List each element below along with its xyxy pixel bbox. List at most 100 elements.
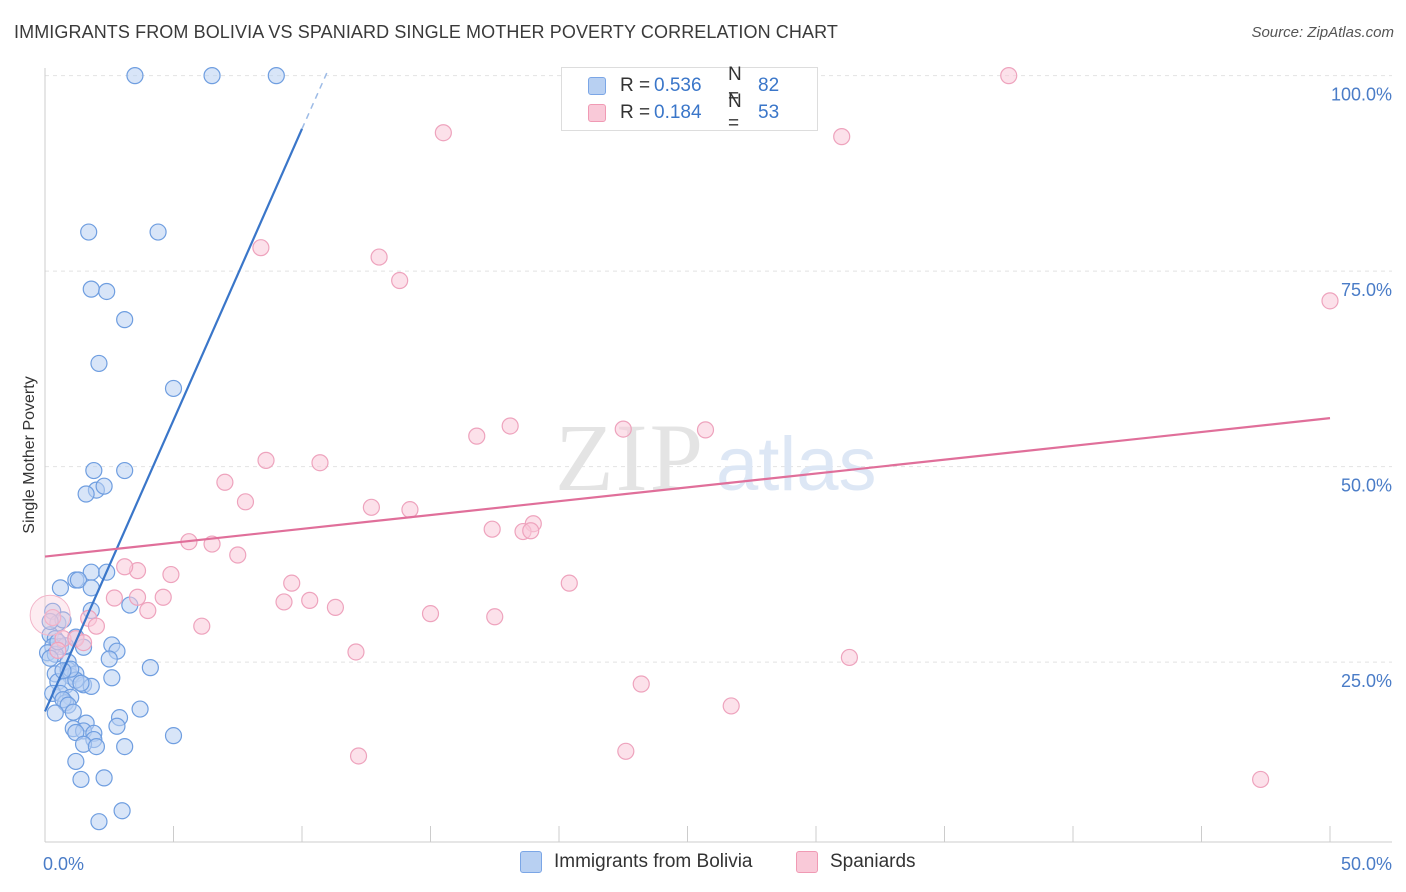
legend-swatch-blue (588, 77, 606, 95)
point-spaniards (49, 641, 67, 660)
point-bolivia (131, 700, 149, 718)
point-bolivia (113, 802, 131, 820)
trend-lines (43, 70, 1331, 712)
point-spaniards (128, 588, 147, 606)
y-tick-label: 25.0% (1341, 671, 1392, 691)
point-spaniards (840, 648, 859, 667)
point-spaniards (216, 473, 234, 491)
point-bolivia (164, 379, 183, 398)
point-spaniards (1000, 67, 1018, 85)
point-bolivia (77, 485, 95, 503)
point-spaniards (617, 742, 635, 760)
point-spaniards (362, 498, 380, 516)
point-spaniards (193, 617, 211, 635)
y-tick-labels: 25.0% 50.0% 75.0% 100.0% (1331, 85, 1392, 692)
trend-line-spaniards (44, 417, 1331, 558)
x-tick-label: 0.0% (43, 854, 84, 874)
trend-line-bolivia (43, 128, 304, 712)
point-spaniards (1252, 770, 1270, 789)
n-label: N = (728, 64, 742, 107)
point-spaniards (236, 493, 255, 511)
legend-item-spaniards[interactable]: Spaniards (796, 851, 916, 873)
point-bolivia (72, 674, 90, 692)
point-bolivia (82, 280, 100, 298)
point-bolivia (69, 571, 88, 589)
watermark: ZIP atlas (555, 404, 877, 511)
point-spaniards (833, 128, 851, 146)
legend-item-bolivia[interactable]: Immigrants from Bolivia (520, 851, 753, 873)
point-spaniards (139, 601, 157, 620)
point-bolivia (126, 67, 144, 85)
y-tick-label: 75.0% (1341, 280, 1392, 300)
point-spaniards (434, 124, 452, 142)
series-spaniards-points (29, 67, 1339, 789)
r-value: 0.536 (654, 75, 702, 96)
legend-swatch-pink (796, 851, 818, 873)
point-spaniards (401, 501, 419, 519)
point-spaniards (560, 574, 578, 592)
legend-swatch-blue (520, 851, 542, 873)
series-legend: Immigrants from Bolivia Spaniards (0, 851, 1406, 877)
point-spaniards (154, 588, 172, 606)
r-label: R = (620, 102, 651, 123)
y-tick-label: 50.0% (1341, 476, 1392, 496)
point-spaniards (349, 747, 368, 765)
watermark-zip: ZIP (555, 404, 705, 511)
n-value: 82 (758, 75, 780, 96)
y-axis-label: Single Mother Poverty (21, 376, 38, 533)
point-spaniards (468, 427, 486, 445)
grid-lines (45, 75, 1392, 663)
point-spaniards (311, 454, 329, 472)
x-tick-labels: 0.0% 50.0% (43, 854, 1392, 874)
point-bolivia (116, 461, 134, 480)
point-spaniards (370, 248, 388, 266)
point-spaniards (421, 605, 440, 623)
point-spaniards (483, 520, 501, 538)
point-bolivia (90, 813, 108, 831)
point-spaniards (301, 591, 319, 609)
point-bolivia (149, 223, 167, 241)
n-value: 53 (758, 102, 780, 123)
point-spaniards (722, 697, 740, 715)
correlation-legend: R = 0.536 N = 82 R = 0.184 N = 53 (561, 64, 818, 134)
point-bolivia (51, 579, 70, 597)
legend-row-spaniards: R = 0.184 N = 53 (588, 91, 832, 134)
point-spaniards-large (29, 594, 71, 636)
point-spaniards (87, 617, 106, 635)
point-spaniards (275, 593, 293, 611)
point-spaniards (283, 574, 301, 592)
point-bolivia (203, 67, 221, 85)
axes (44, 68, 1392, 843)
point-spaniards (44, 608, 62, 627)
point-bolivia (116, 311, 134, 329)
point-bolivia (46, 704, 64, 722)
point-spaniards (252, 239, 270, 257)
legend-label-bolivia: Immigrants from Bolivia (554, 851, 753, 872)
point-bolivia (95, 477, 113, 495)
trend-line-bolivia-extension (301, 70, 329, 130)
point-bolivia (267, 67, 285, 85)
point-bolivia (116, 737, 134, 756)
legend-label-spaniards: Spaniards (830, 851, 916, 872)
point-bolivia (67, 752, 85, 771)
point-spaniards (522, 522, 540, 540)
point-spaniards (116, 558, 134, 576)
point-bolivia (141, 659, 159, 677)
point-bolivia (64, 703, 82, 721)
legend-row-bolivia: R = 0.536 N = 82 (588, 64, 832, 107)
point-spaniards (614, 420, 632, 438)
y-tick-label: 100.0% (1331, 85, 1392, 105)
source-label: Source: ZipAtlas.com (1251, 24, 1394, 41)
point-spaniards (229, 546, 247, 564)
point-spaniards (486, 608, 504, 626)
point-spaniards (347, 643, 365, 661)
point-spaniards (257, 451, 275, 469)
point-spaniards (632, 675, 650, 693)
point-bolivia (100, 650, 118, 668)
point-bolivia (87, 737, 106, 756)
point-bolivia (108, 717, 126, 735)
watermark-atlas: atlas (716, 422, 877, 507)
point-bolivia (80, 223, 98, 241)
point-spaniards (501, 417, 519, 435)
